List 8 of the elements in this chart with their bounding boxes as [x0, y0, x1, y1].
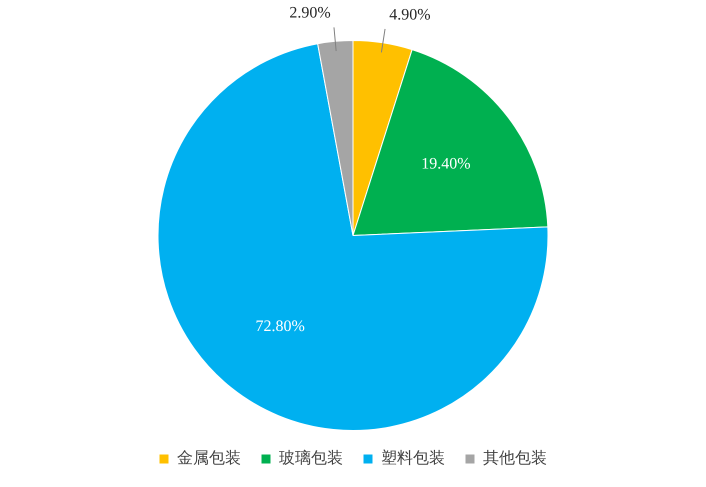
legend-label: 金属包装 [177, 448, 241, 468]
data-label: 4.90% [389, 6, 431, 24]
data-label: 72.80% [255, 318, 305, 336]
data-label: 19.40% [421, 156, 471, 173]
data-label: 2.90% [289, 4, 331, 22]
legend-label: 玻璃包装 [279, 448, 343, 468]
legend-label: 其他包装 [483, 448, 547, 468]
legend-label: 塑料包装 [381, 448, 445, 468]
